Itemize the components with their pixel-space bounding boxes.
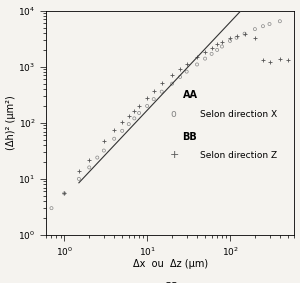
Point (101, 148, 106, 153)
Point (278, 19, 282, 23)
Point (215, 48, 220, 52)
Point (87, 165, 92, 170)
Point (62, 191, 67, 196)
Point (220, 39, 224, 44)
Point (95, 155, 100, 160)
Point (228, 36, 232, 41)
Point (76, 168, 81, 173)
Point (170, 72, 175, 77)
Text: Selon direction Z: Selon direction Z (200, 151, 277, 160)
Point (253, 36, 257, 41)
Point (242, 31, 247, 36)
Point (132, 116, 137, 121)
Point (112, 128, 117, 132)
Point (242, 31, 247, 36)
Point (286, 58, 290, 63)
Point (220, 44, 224, 49)
Point (278, 56, 282, 61)
Point (202, 50, 207, 54)
Point (145, 104, 149, 108)
Point (253, 27, 257, 31)
Point (209, 45, 214, 50)
Point (215, 42, 220, 47)
Point (184, 62, 189, 67)
Text: CC: CC (164, 282, 177, 283)
Point (159, 81, 164, 85)
Point (195, 55, 200, 59)
Point (195, 62, 200, 67)
Point (132, 108, 137, 113)
Point (87, 157, 92, 162)
Point (260, 24, 265, 29)
Text: Selon direction X: Selon direction X (200, 110, 277, 119)
Point (267, 22, 272, 26)
Point (112, 136, 117, 141)
Point (184, 69, 189, 74)
Point (234, 35, 239, 40)
Text: o: o (170, 110, 176, 119)
Point (151, 89, 156, 93)
Point (49, 206, 54, 211)
Point (178, 66, 182, 71)
Text: BB: BB (183, 132, 197, 142)
Point (145, 95, 149, 100)
Point (228, 38, 232, 43)
Point (137, 111, 142, 115)
Y-axis label: (Δh)² (μm²): (Δh)² (μm²) (6, 95, 16, 150)
Point (209, 52, 214, 56)
Point (120, 119, 124, 124)
Point (126, 122, 131, 126)
Point (202, 56, 207, 61)
Point (76, 177, 81, 181)
X-axis label: Δx  ou  Δz (μm): Δx ou Δz (μm) (133, 259, 208, 269)
Point (151, 97, 156, 101)
Point (101, 138, 106, 143)
Point (137, 104, 142, 108)
Point (159, 89, 164, 94)
Point (126, 113, 131, 118)
Point (120, 128, 124, 133)
Point (267, 60, 272, 65)
Point (62, 191, 67, 196)
Point (234, 34, 239, 38)
Text: AA: AA (183, 90, 198, 100)
Point (178, 75, 182, 79)
Point (260, 58, 265, 63)
Text: +: + (170, 150, 180, 160)
Point (170, 82, 175, 86)
